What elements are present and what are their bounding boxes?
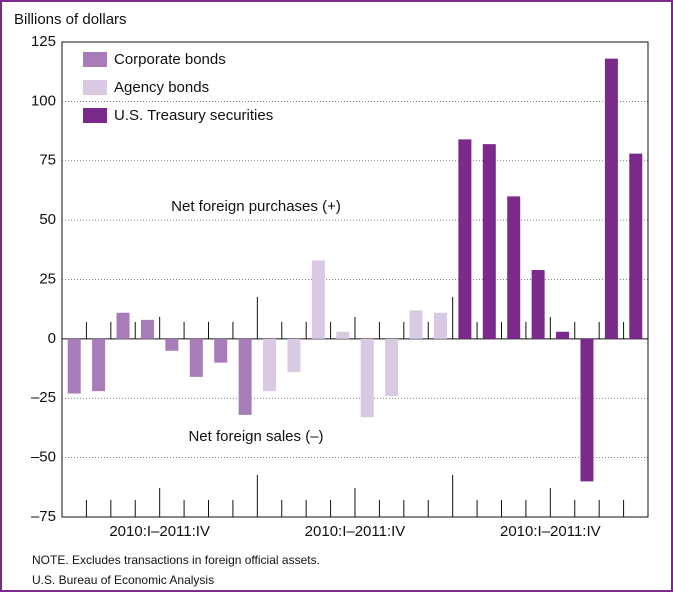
bar [67, 338, 81, 394]
bar [287, 338, 301, 373]
legend-swatch [83, 52, 107, 67]
y-tick-label: –75 [31, 508, 56, 525]
bar [92, 338, 106, 392]
bar [336, 331, 350, 339]
bar [604, 58, 618, 339]
y-tick-label: –50 [31, 449, 56, 466]
bar [629, 153, 643, 339]
x-group-label: 2010:I–2011:IV [109, 523, 210, 540]
legend-swatch [83, 80, 107, 95]
legend-label: Agency bonds [114, 79, 209, 96]
bar [433, 312, 447, 339]
y-tick-label: 125 [31, 33, 56, 50]
source: U.S. Bureau of Economic Analysis [32, 573, 214, 587]
y-tick-label: 75 [39, 152, 56, 169]
bar [458, 139, 472, 339]
bar [116, 312, 130, 339]
bar [360, 338, 374, 418]
y-axis-label: Billions of dollars [14, 11, 127, 28]
bar [482, 144, 496, 339]
y-tick-label: 50 [39, 211, 56, 228]
bar [556, 331, 570, 339]
bar [580, 338, 594, 482]
bar [140, 319, 154, 339]
bar [507, 196, 521, 339]
bar [165, 338, 179, 351]
x-group-label: 2010:I–2011:IV [500, 523, 601, 540]
annotation: Net foreign sales (–) [188, 428, 323, 445]
y-tick-label: –25 [31, 389, 56, 406]
y-tick-label: 0 [48, 330, 56, 347]
bar [409, 310, 423, 339]
bar [385, 338, 399, 396]
bar [189, 338, 203, 377]
bar [263, 338, 277, 392]
bar [214, 338, 228, 363]
y-tick-label: 100 [31, 92, 56, 109]
bar [311, 260, 325, 339]
plot-frame [61, 41, 649, 518]
legend-label: U.S. Treasury securities [114, 107, 273, 124]
annotation: Net foreign purchases (+) [171, 198, 341, 215]
note: NOTE. Excludes transactions in foreign o… [32, 553, 320, 567]
bar [238, 338, 252, 415]
legend-label: Corporate bonds [114, 51, 226, 68]
legend-swatch [83, 108, 107, 123]
bar [531, 270, 545, 339]
x-group-label: 2010:I–2011:IV [305, 523, 406, 540]
y-tick-label: 25 [39, 270, 56, 287]
